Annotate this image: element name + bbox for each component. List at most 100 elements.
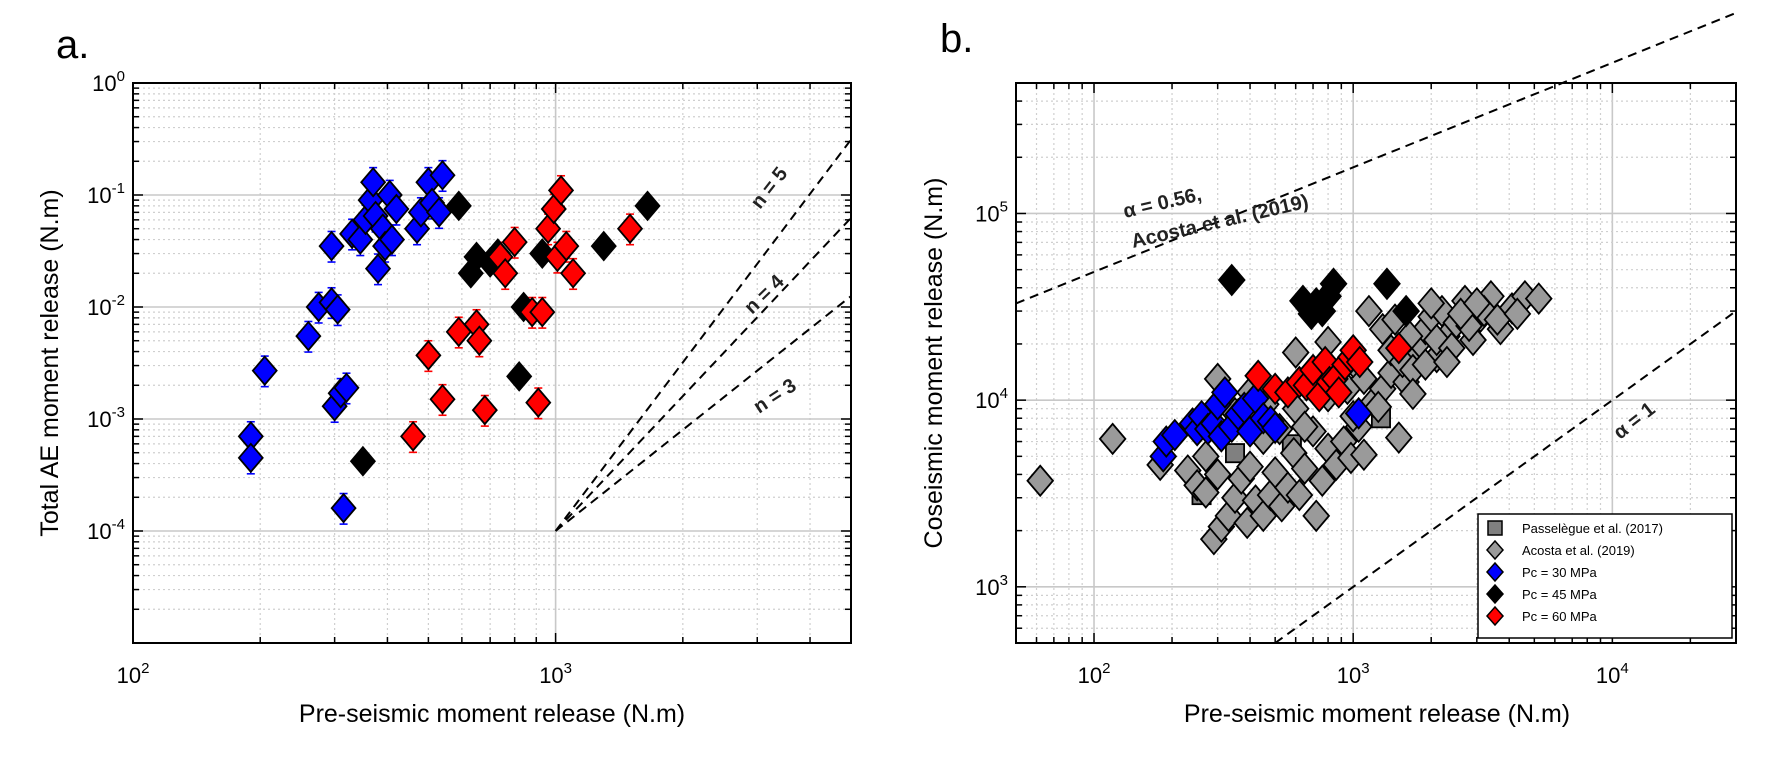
panel-a-y-axis-label: Total AE moment release (N.m) xyxy=(36,189,64,536)
reference-line-alpha-1 xyxy=(1274,310,1737,644)
y-tick-label: 10-3 xyxy=(87,404,125,432)
panel-b-ticks: 102 103 104 103 104 105 xyxy=(975,82,1737,688)
y-tick-label: 103 xyxy=(975,572,1008,600)
marker-acosta-et-al-2019- xyxy=(1462,286,1491,320)
panel-b-letter: b. xyxy=(940,17,973,61)
marker-acosta-et-al-2019- xyxy=(1354,294,1383,328)
legend-diamond-marker xyxy=(1485,605,1505,627)
legend-label-pc30: Pc = 30 MPa xyxy=(1522,565,1598,580)
legend-box xyxy=(1477,513,1733,639)
marker-pc-30-mpa xyxy=(330,492,357,524)
legend-diamond-marker xyxy=(1485,561,1505,583)
marker-pc-45-mpa xyxy=(1319,267,1348,301)
reference-line-n=5 xyxy=(554,138,852,532)
marker-pc-30-mpa xyxy=(318,230,345,262)
marker-pc-45-mpa xyxy=(445,190,472,222)
marker-pc-60-mpa xyxy=(1324,376,1353,409)
y-tick-label: 104 xyxy=(975,385,1008,413)
marker-acosta-et-al-2019- xyxy=(1236,450,1264,484)
legend-item-pc45: Pc = 45 MPa xyxy=(1485,583,1598,605)
legend-item-acosta: Acosta et al. (2019) xyxy=(1485,539,1635,561)
reference-line-n=3 xyxy=(554,295,852,532)
marker-pc-45-mpa xyxy=(463,241,490,273)
marker-pc-45-mpa xyxy=(1373,267,1401,301)
marker-pc-60-mpa xyxy=(529,296,556,328)
marker-acosta-et-al-2019- xyxy=(1432,345,1461,379)
marker-pc-60-mpa xyxy=(560,257,587,289)
panel-a-letter: a. xyxy=(56,23,89,67)
marker-acosta-et-al-2019- xyxy=(1281,336,1310,369)
marker-acosta-et-al-2019- xyxy=(1290,452,1319,485)
panel-a-ticks: 102 103 10-4 10-3 10-2 10-1 100 xyxy=(87,68,852,688)
marker-pc-45-mpa xyxy=(590,230,617,262)
y-tick-label: 10-4 xyxy=(87,516,125,544)
x-tick-label: 103 xyxy=(1337,660,1370,688)
marker-acosta-et-al-2019- xyxy=(1203,458,1232,491)
marker-pc-30-mpa xyxy=(333,372,360,404)
reference-line-alpha-056 xyxy=(1015,11,1737,305)
panel-a-reference-lines xyxy=(554,138,852,532)
panel-b-reference-lines xyxy=(1015,11,1737,644)
legend-label-pc60: Pc = 60 MPa xyxy=(1522,609,1598,624)
marker-acosta-et-al-2019- xyxy=(1524,282,1553,315)
marker-pc-60-mpa xyxy=(1384,331,1413,365)
marker-pc-30-mpa xyxy=(324,294,351,325)
marker-pc-30-mpa xyxy=(403,213,431,245)
legend-square-marker xyxy=(1487,520,1503,536)
marker-pc-60-mpa xyxy=(400,420,427,452)
y-tick-label: 10-2 xyxy=(87,292,125,320)
marker-acosta-et-al-2019- xyxy=(1191,476,1220,509)
marker-pc-60-mpa xyxy=(466,325,493,357)
y-tick-label: 10-1 xyxy=(87,180,125,208)
marker-pc-30-mpa xyxy=(1344,396,1373,430)
reference-line-n=4 xyxy=(554,217,852,532)
marker-acosta-et-al-2019- xyxy=(1503,297,1532,331)
panel-b: b. α = 0.56, Acosta et al. (2019) α = 1 … xyxy=(920,11,1737,728)
x-tick-label: 102 xyxy=(1078,660,1111,688)
panel-b-x-axis-label: Pre-seismic moment release (N.m) xyxy=(1184,700,1570,728)
marker-acosta-et-al-2019- xyxy=(1364,390,1393,424)
marker-pc-30-mpa xyxy=(1211,376,1239,409)
legend-item-pc30: Pc = 30 MPa xyxy=(1485,561,1598,583)
marker-pc-60-mpa xyxy=(415,339,442,371)
marker-acosta-et-al-2019- xyxy=(1308,464,1337,498)
marker-acosta-et-al-2019- xyxy=(1384,421,1413,454)
marker-pc-60-mpa xyxy=(1345,345,1374,379)
panel-a-markers xyxy=(237,159,661,524)
marker-pc-30-mpa xyxy=(295,320,322,352)
marker-acosta-et-al-2019- xyxy=(1349,438,1378,472)
marker-acosta-et-al-2019- xyxy=(1098,422,1127,456)
x-tick-label: 103 xyxy=(539,660,572,688)
marker-pc-60-mpa xyxy=(492,257,519,289)
marker-pc-30-mpa xyxy=(360,166,387,198)
marker-pc-30-mpa xyxy=(429,159,456,191)
legend-label-passelegue: Passelègue et al. (2017) xyxy=(1522,521,1663,536)
marker-passel-gue-et-al-2017- xyxy=(1225,443,1246,464)
marker-pc-60-mpa xyxy=(429,383,456,415)
panel-a-plot-area xyxy=(133,83,851,643)
marker-pc-45-mpa xyxy=(634,190,661,222)
marker-pc-30-mpa xyxy=(426,196,453,228)
x-tick-label: 102 xyxy=(117,660,150,688)
marker-pc-30-mpa xyxy=(1261,411,1290,445)
marker-acosta-et-al-2019- xyxy=(1191,439,1220,473)
marker-pc-45-mpa xyxy=(1392,294,1421,328)
panel-b-markers xyxy=(1026,263,1553,556)
legend-label-pc45: Pc = 45 MPa xyxy=(1522,587,1598,602)
marker-acosta-et-al-2019- xyxy=(1302,499,1331,533)
marker-pc-60-mpa xyxy=(471,394,498,426)
legend-label-acosta: Acosta et al. (2019) xyxy=(1522,543,1635,558)
marker-pc-30-mpa xyxy=(383,193,410,225)
legend-item-pc60: Pc = 60 MPa xyxy=(1485,605,1598,627)
marker-pc-60-mpa xyxy=(547,174,575,206)
marker-pc-60-mpa xyxy=(501,226,528,258)
marker-pc-30-mpa xyxy=(251,355,278,387)
marker-pc-60-mpa xyxy=(553,230,580,262)
marker-pc-30-mpa xyxy=(1160,418,1189,452)
legend-diamond-marker xyxy=(1485,583,1505,605)
panel-b-y-axis-label: Coseismic moment release (N.m) xyxy=(920,178,948,549)
marker-pc-45-mpa xyxy=(1217,263,1246,297)
marker-pc-30-mpa xyxy=(364,253,392,285)
marker-pc-45-mpa xyxy=(506,361,533,392)
